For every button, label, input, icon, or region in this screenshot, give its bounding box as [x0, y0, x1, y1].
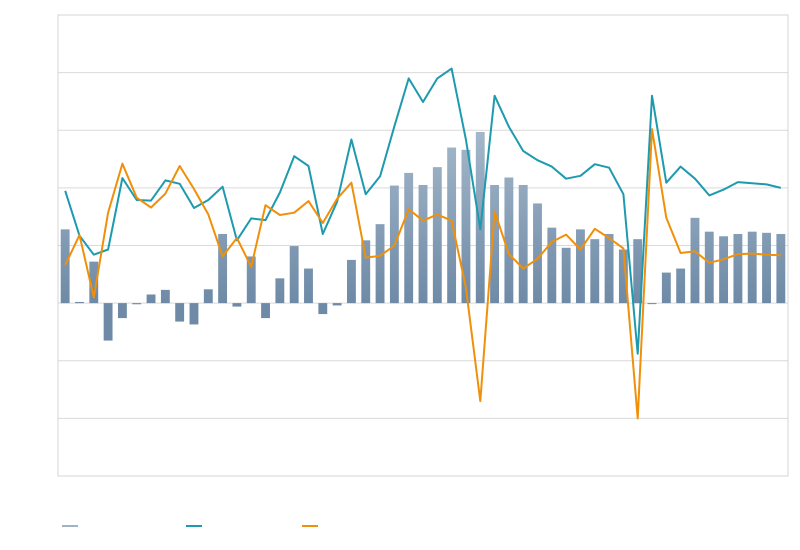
legend-swatch-line-teal [186, 525, 202, 527]
bar [75, 301, 84, 304]
bar [733, 233, 743, 304]
bar [261, 303, 270, 319]
series-line-orange [64, 128, 781, 420]
bar [533, 203, 542, 304]
bar [633, 239, 643, 304]
bar [117, 303, 127, 319]
bar [60, 229, 70, 304]
bar [762, 232, 771, 304]
bar [318, 303, 328, 315]
legend-swatch-bars [62, 525, 78, 527]
bar [704, 231, 714, 304]
bar [747, 231, 757, 304]
bar [432, 167, 442, 304]
bar [418, 184, 428, 304]
bar [676, 268, 686, 304]
bar [618, 249, 628, 304]
bar [461, 149, 471, 304]
bar [160, 289, 170, 304]
bar [175, 303, 185, 322]
bar [146, 294, 156, 304]
bar [547, 227, 557, 304]
bar [504, 177, 514, 304]
legend-swatch-line-orange [302, 525, 318, 527]
bar [690, 217, 700, 304]
bar [304, 268, 313, 304]
bar [361, 240, 371, 304]
bar [232, 303, 242, 307]
bar [132, 303, 142, 305]
bar [246, 256, 256, 304]
bar [103, 303, 113, 341]
bar [275, 278, 285, 304]
bar [346, 259, 356, 304]
bar [203, 289, 213, 304]
bar-series [60, 131, 786, 341]
bar [89, 261, 99, 304]
bar [719, 236, 729, 304]
bar [289, 246, 299, 304]
bar [661, 272, 671, 304]
bar [561, 247, 571, 304]
bar [475, 131, 485, 304]
bar [647, 303, 657, 305]
series-line-teal [64, 67, 782, 355]
bar [776, 233, 786, 304]
plot-area-frame [57, 14, 789, 477]
bar [604, 233, 614, 304]
bar [375, 224, 385, 304]
bar [576, 229, 585, 304]
bar [189, 303, 199, 325]
bar [590, 239, 600, 304]
bar [490, 184, 500, 304]
line-series-group [64, 67, 782, 420]
bar [518, 184, 528, 304]
bar [332, 303, 342, 306]
bar [404, 172, 414, 304]
bar [218, 233, 228, 304]
